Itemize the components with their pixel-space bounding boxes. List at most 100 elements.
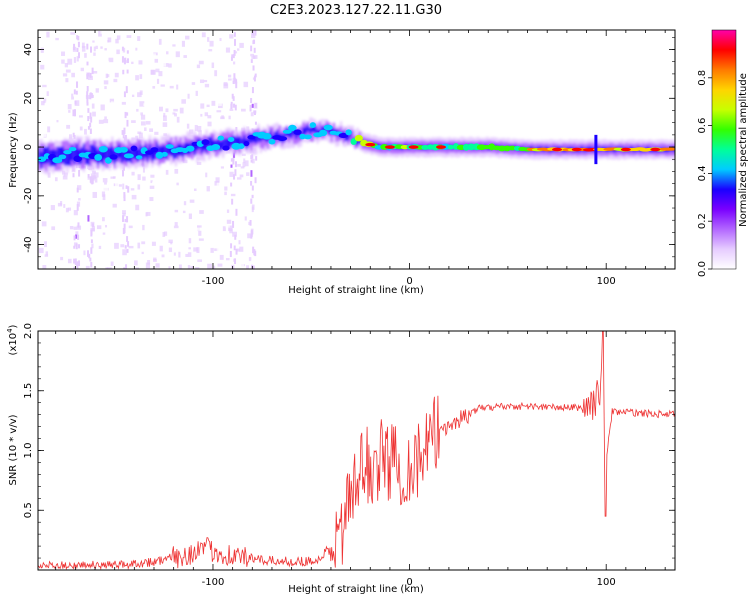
spectral-cell	[271, 127, 274, 144]
spectral-cell	[126, 58, 129, 64]
spectral-cell	[234, 169, 237, 176]
spectral-cell	[76, 187, 79, 193]
spectral-cell	[231, 54, 234, 58]
spectral-cell	[248, 257, 252, 262]
spectral-cell	[76, 225, 82, 230]
spectral-peak	[73, 155, 82, 162]
spectral-cell	[351, 130, 354, 144]
spectral-peak	[94, 154, 103, 161]
spectral-cell	[206, 186, 210, 192]
spectral-cell	[228, 225, 233, 232]
spectral-cell	[112, 176, 116, 179]
spectral-cell	[66, 149, 69, 166]
spectral-peak	[620, 147, 631, 152]
spectral-cell	[67, 207, 72, 211]
spectral-cell	[184, 95, 188, 100]
chart-title: C2E3.2023.127.22.11.G30	[270, 3, 442, 18]
spectral-cell	[229, 108, 234, 111]
spectral-cell	[77, 234, 80, 240]
spectral-peak	[400, 144, 410, 150]
spectral-peak	[247, 135, 256, 140]
spectral-cell	[165, 169, 169, 175]
spectral-peak	[384, 145, 395, 149]
spectral-cell	[76, 47, 79, 52]
spectral-cell	[80, 67, 84, 72]
spectral-cell	[92, 170, 96, 174]
spectral-cell	[77, 84, 83, 89]
spectral-cell	[168, 239, 173, 244]
spectral-cell	[123, 229, 126, 234]
spectral-cell	[198, 130, 202, 136]
spectrogram-heatmap	[38, 30, 675, 269]
spectral-cell	[106, 147, 109, 162]
spectral-cell	[92, 40, 95, 43]
spectral-cell	[159, 245, 163, 252]
spectral-cell	[250, 170, 253, 177]
spectral-cell	[239, 246, 244, 252]
spectral-peak	[650, 147, 661, 152]
snr-y-multiplier: (x104)	[6, 324, 19, 355]
spectral-cell	[135, 204, 140, 211]
spectral-cell	[188, 238, 192, 244]
spectral-cell	[43, 98, 47, 104]
spectral-cell	[183, 201, 187, 206]
spectral-cell	[193, 247, 198, 252]
spectral-cell	[158, 38, 162, 45]
spectral-cell	[133, 180, 139, 184]
spectral-peak	[293, 129, 302, 135]
spectral-cell	[132, 145, 135, 159]
spectral-cell	[250, 45, 253, 52]
spectral-cell	[235, 81, 238, 89]
spectral-cell	[87, 250, 90, 257]
spectral-cell	[233, 39, 236, 46]
spectral-cell	[100, 104, 105, 111]
spectral-cell	[223, 83, 229, 89]
spectral-cell	[241, 194, 245, 198]
spectral-cell	[60, 256, 64, 261]
spectral-cell	[251, 154, 254, 159]
spectral-cell	[118, 184, 122, 187]
spectral-cell	[229, 34, 234, 39]
spectral-cell	[142, 176, 146, 181]
spectral-cell	[173, 225, 179, 229]
spectral-cell	[131, 194, 137, 200]
spectral-cell	[163, 112, 166, 118]
spectral-cell	[38, 146, 41, 164]
spectral-cell	[78, 115, 83, 118]
spectral-peak	[161, 151, 168, 157]
spectral-cell	[200, 142, 203, 154]
spectral-cell	[186, 123, 190, 129]
spectral-cell	[96, 225, 102, 230]
spectral-cell	[103, 119, 109, 124]
spectral-cell	[136, 108, 139, 112]
spectral-cell	[125, 86, 128, 94]
spectral-cell	[139, 222, 145, 225]
spectral-cell	[254, 30, 257, 36]
spectral-cell	[173, 252, 176, 256]
spectral-cell	[209, 40, 214, 47]
spectral-cell	[60, 201, 63, 206]
spectral-cell	[42, 84, 47, 88]
spectral-cell	[73, 258, 76, 264]
spectral-cell	[155, 263, 160, 268]
spectral-cell	[77, 74, 81, 78]
spectral-cell	[72, 252, 77, 258]
spectral-cell	[232, 152, 235, 158]
spectral-cell	[71, 93, 74, 100]
spectral-peak	[288, 124, 297, 132]
spectral-cell	[126, 69, 129, 74]
colorbar-gradient	[712, 30, 736, 269]
spectral-cell	[40, 47, 44, 53]
spectral-cell	[134, 260, 138, 266]
spectral-cell	[76, 35, 79, 40]
spectral-cell	[163, 145, 166, 158]
spectral-cell	[103, 80, 109, 85]
spectral-cell	[106, 74, 110, 78]
spectral-cell	[232, 220, 235, 228]
spectral-cell	[165, 108, 169, 113]
spectral-cell	[229, 171, 234, 177]
spectral-cell	[149, 197, 154, 202]
y-tick-label: 1.5	[23, 383, 34, 399]
spectral-cell	[229, 250, 232, 257]
